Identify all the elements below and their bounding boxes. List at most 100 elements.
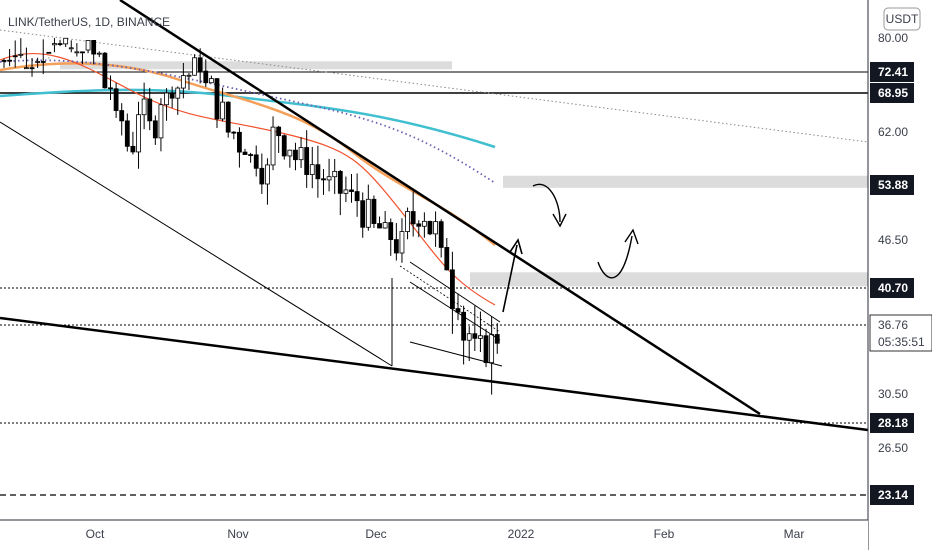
candle-body: [192, 57, 197, 76]
candle-body: [270, 126, 276, 166]
projection-curve-down: [532, 183, 561, 223]
candle-body: [164, 92, 169, 106]
candle-body: [180, 75, 186, 89]
candle-body: [388, 222, 394, 240]
candle-body: [298, 147, 304, 161]
time-tick-label: Feb: [654, 527, 675, 541]
candle-body: [102, 52, 108, 89]
candle-body: [91, 40, 97, 55]
price-axis-bg: [868, 0, 932, 550]
candle-body: [136, 114, 141, 153]
price-tick-label: 46.50: [878, 233, 908, 247]
candle-body: [24, 67, 29, 70]
candle-body: [466, 333, 472, 341]
candle-body: [382, 222, 388, 229]
candle-body: [147, 98, 153, 122]
candle-body: [365, 198, 371, 228]
candle-body: [265, 164, 270, 185]
candle-body: [315, 164, 321, 180]
candle-body: [248, 154, 254, 156]
candle-body: [253, 154, 259, 169]
breakout-arrow-head: [509, 238, 523, 255]
candle-body: [332, 171, 338, 178]
price-tag: [870, 83, 914, 103]
candle-body: [203, 70, 209, 84]
candle-body: [12, 55, 18, 58]
candle-body: [489, 334, 495, 364]
time-axis-bg: [0, 520, 868, 550]
candle-body: [119, 110, 125, 122]
candle-body: [478, 335, 483, 339]
trend-drawings: [0, 0, 869, 432]
price-tag-label: 40.70: [878, 281, 908, 295]
small-wedge-top: [409, 261, 501, 323]
candle-body: [214, 78, 220, 120]
level-zone: [60, 61, 452, 70]
candle-body: [7, 59, 13, 62]
candle-body: [371, 198, 377, 224]
candle-body: [393, 239, 399, 254]
projection-curve-up: [597, 235, 633, 279]
candle-body: [130, 145, 136, 153]
candle-body: [225, 101, 231, 133]
candle-body: [124, 120, 130, 147]
candle-body: [175, 87, 181, 99]
candle-body: [360, 200, 366, 228]
ema-fast-line: [0, 52, 496, 306]
candle-body: [293, 149, 298, 161]
price-tick-label: 30.50: [878, 387, 908, 401]
candle-body: [113, 88, 119, 111]
candle-body: [80, 51, 85, 54]
price-tag: [870, 485, 914, 505]
candle-body: [343, 189, 349, 194]
candle-body: [18, 53, 24, 56]
candle-body: [399, 231, 405, 254]
price-tag-label: 68.95: [878, 86, 908, 100]
candle-body: [281, 135, 287, 157]
price-tag-label: 23.14: [878, 488, 908, 502]
time-tick-label: Oct: [86, 527, 105, 541]
candle-body: [494, 334, 500, 344]
price-tag-label: 72.41: [878, 65, 908, 79]
channel-line: [0, 121, 393, 367]
candle-body: [186, 74, 192, 77]
candle-body: [1, 59, 7, 62]
candle-body: [108, 87, 113, 90]
currency-badge: [883, 7, 921, 31]
candle-body: [141, 98, 147, 116]
candle-body: [461, 311, 467, 341]
candle-body: [169, 92, 175, 99]
chart-title: LINK/TetherUS, 1D, BINANCE: [8, 15, 170, 29]
candle-body: [321, 178, 326, 181]
small-wedge-mid: [409, 281, 501, 341]
price-axis[interactable]: USDT 80.00 62.00 46.50 30.50 26.50 72.41 68.95 5…: [867, 0, 932, 550]
price-tag: [870, 62, 914, 82]
candle-body: [472, 333, 478, 339]
candle-body: [46, 51, 52, 54]
candle-body: [304, 147, 310, 175]
breakout-arrow: [502, 244, 518, 313]
falling-wedge-upper-line: [119, 0, 761, 416]
candle-body: [57, 43, 63, 45]
candle-body: [40, 61, 46, 63]
candle-body: [158, 104, 164, 139]
candle-body: [29, 67, 35, 70]
candle-body: [438, 221, 444, 248]
candle-body: [444, 247, 450, 271]
candle-body: [483, 335, 489, 364]
zones: [60, 61, 868, 287]
candle-body: [231, 131, 237, 134]
falling-wedge-lower-line: [0, 316, 869, 432]
price-tag: [870, 278, 914, 298]
candle-body: [309, 164, 315, 175]
candle-body: [276, 126, 282, 137]
price-tag: [870, 413, 914, 433]
candle-body: [74, 51, 80, 54]
time-tick-label: Nov: [227, 527, 248, 541]
time-axis[interactable]: Oct Nov Dec 2022 Feb Mar: [0, 519, 868, 550]
candle-body: [416, 223, 422, 227]
candle-body: [337, 171, 343, 194]
candle-body: [152, 120, 158, 139]
price-tag-label: 53.88: [878, 178, 908, 192]
